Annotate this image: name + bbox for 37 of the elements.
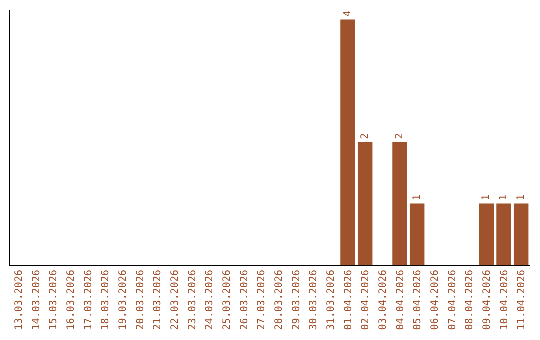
x-tick-label: 19.03.2026 (118, 270, 129, 330)
x-tick-label: 02.04.2026 (360, 270, 372, 330)
x-tick-label: 01.04.2026 (343, 270, 354, 330)
x-tick-label: 15.03.2026 (48, 270, 60, 330)
x-tick-label: 20.03.2026 (135, 270, 146, 330)
x-tick-label: 07.04.2026 (447, 270, 458, 330)
x-tick-label: 04.04.2026 (395, 270, 406, 330)
x-tick-label: 18.03.2026 (100, 270, 112, 330)
x-tick-label: 21.03.2026 (152, 270, 164, 330)
x-tick-label: 28.03.2026 (274, 270, 285, 330)
data-label: 1 (481, 194, 492, 201)
x-tick-label: 03.04.2026 (378, 270, 389, 330)
data-label: 1 (412, 194, 423, 201)
x-tick-label: 25.03.2026 (222, 270, 233, 330)
x-tick-label: 17.03.2026 (83, 270, 94, 330)
data-label: 2 (360, 133, 371, 140)
x-tick-label: 10.04.2026 (499, 270, 510, 330)
data-label: 1 (516, 194, 527, 201)
x-tick-label: 14.03.2026 (31, 270, 42, 330)
x-tick-label: 31.03.2026 (326, 270, 337, 330)
x-tick-label: 06.04.2026 (430, 270, 441, 330)
data-label: 1 (498, 194, 510, 201)
x-tick-label: 09.04.2026 (482, 270, 493, 330)
x-tick-label: 23.03.2026 (187, 270, 198, 330)
x-tick-label: 30.03.2026 (308, 270, 320, 330)
data-label: 4 (342, 10, 354, 17)
data-label: 2 (394, 133, 406, 140)
x-tick-label: 24.03.2026 (204, 270, 216, 330)
x-tick-label: 29.03.2026 (291, 270, 302, 330)
x-tick-label: 13.03.2026 (14, 270, 25, 330)
x-tick-label: 08.04.2026 (464, 270, 476, 330)
x-tick-label: 05.04.2026 (412, 270, 424, 330)
x-tick-label: 16.03.2026 (66, 270, 77, 330)
x-tick-label: 22.03.2026 (170, 270, 181, 330)
x-tick-label: 27.03.2026 (256, 270, 268, 330)
x-tick-label: 11.04.2026 (516, 270, 528, 330)
x-tick-label: 26.03.2026 (239, 270, 250, 330)
